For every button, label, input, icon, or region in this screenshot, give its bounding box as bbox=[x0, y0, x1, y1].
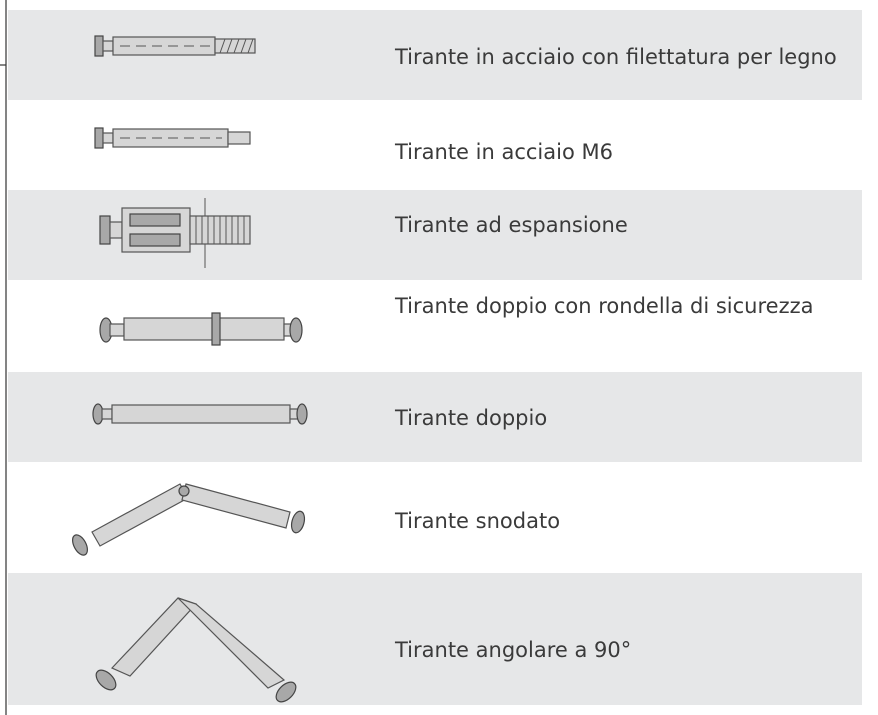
row-label: Tirante snodato bbox=[394, 509, 560, 533]
row-label: Tirante angolare a 90° bbox=[394, 638, 631, 662]
row-label: Tirante doppio con rondella di sicurezza bbox=[394, 294, 814, 318]
icon-bolt-wood bbox=[94, 35, 256, 57]
row-label: Tirante ad espansione bbox=[394, 213, 628, 237]
icon-bolt-m6 bbox=[94, 127, 251, 149]
icon-expansion bbox=[99, 198, 251, 268]
icon-double-washer bbox=[99, 312, 303, 346]
row-label: Tirante in acciaio M6 bbox=[394, 140, 613, 164]
row-label: Tirante doppio bbox=[394, 406, 547, 430]
icon-double bbox=[92, 403, 308, 425]
row-label: Tirante in acciaio con filettatura per l… bbox=[394, 45, 837, 69]
icon-angle bbox=[95, 597, 297, 703]
icon-jointed bbox=[72, 483, 306, 556]
